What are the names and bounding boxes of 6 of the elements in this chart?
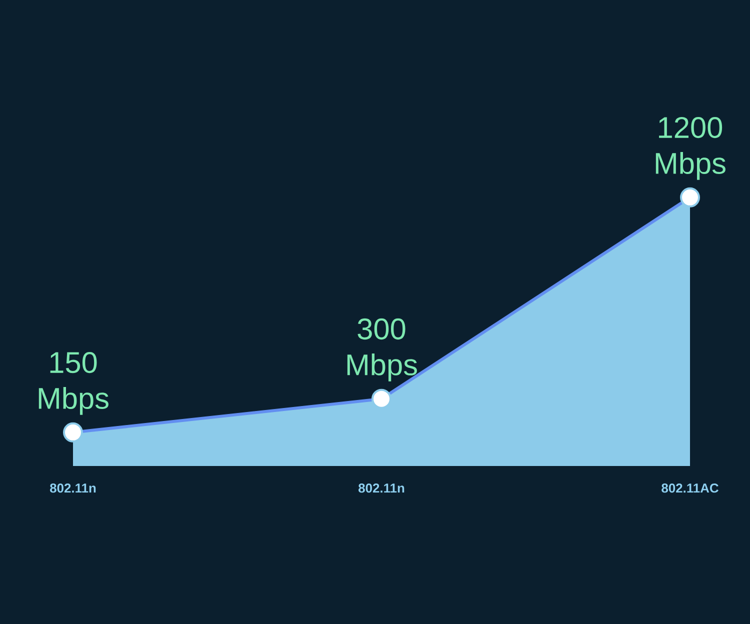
x-tick-label: 802.11n [358,484,404,493]
x-tick-label: 802.11AC [662,484,718,493]
data-label: 1200 Mbps [656,116,726,180]
data-label: 150 Mbps [38,352,108,415]
data-label: 300 Mbps [347,318,417,382]
x-tick-label: 802.11n [50,484,96,493]
